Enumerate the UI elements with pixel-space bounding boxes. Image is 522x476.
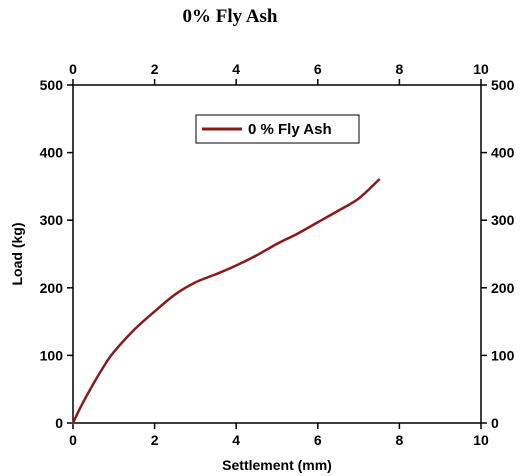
x-tick-label-bottom: 0 <box>69 432 77 448</box>
legend: 0 % Fly Ash <box>195 114 360 144</box>
x-tick-label-top: 2 <box>151 61 159 77</box>
x-tick-label-top: 4 <box>232 61 240 77</box>
y-tick-label-right: 100 <box>491 347 515 363</box>
y-tick-label-left: 300 <box>40 212 64 228</box>
x-tick-label-bottom: 8 <box>396 432 404 448</box>
y-axis-label: Load (kg) <box>9 223 25 286</box>
x-tick-label-top: 6 <box>314 61 322 77</box>
ticks-group: 0 2 4 6 8 100 2 4 6 8 1001002003004005000100200300… <box>40 61 515 448</box>
axes-frame <box>72 84 482 424</box>
y-tick-label-left: 0 <box>55 415 63 431</box>
x-tick-label-bottom: 6 <box>314 432 322 448</box>
x-tick-label-bottom: 4 <box>232 432 240 448</box>
y-tick-label-right: 300 <box>491 212 515 228</box>
y-tick-label-left: 200 <box>40 280 64 296</box>
y-tick-label-left: 500 <box>40 77 64 93</box>
y-tick-label-right: 200 <box>491 280 515 296</box>
x-axis-label: Settlement (mm) <box>222 457 332 473</box>
y-tick-label-right: 400 <box>491 145 515 161</box>
x-tick-label-top: 8 <box>396 61 404 77</box>
plot-frame <box>72 84 482 424</box>
x-tick-label-top: 0 <box>69 61 77 77</box>
y-tick-label-right: 0 <box>491 415 499 431</box>
chart-title: 0% Fly Ash <box>182 6 278 27</box>
x-tick-label-bottom: 10 <box>473 432 489 448</box>
x-tick-label-top: 10 <box>473 61 489 77</box>
series-layer <box>71 178 381 425</box>
y-tick-label-left: 100 <box>40 347 64 363</box>
y-tick-label-right: 500 <box>491 77 515 93</box>
x-tick-label-bottom: 2 <box>151 432 159 448</box>
series-line-0 <box>71 178 381 425</box>
y-tick-label-left: 400 <box>40 145 64 161</box>
legend-label: 0 % Fly Ash <box>248 121 332 138</box>
